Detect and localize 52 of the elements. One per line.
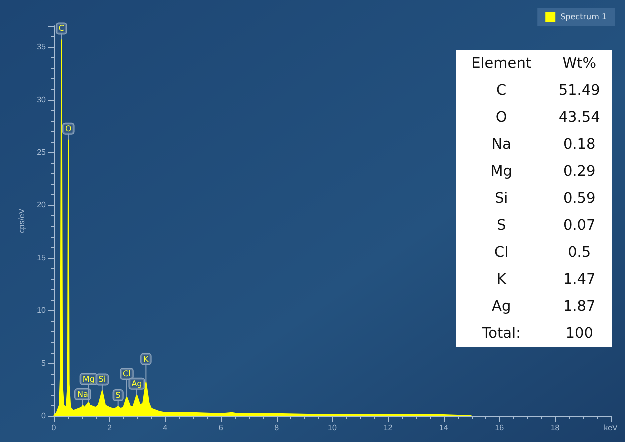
annotation: 0.5 bbox=[567, 244, 592, 262]
x-tick-label: keV bbox=[604, 424, 619, 432]
annotation: C bbox=[496, 82, 508, 100]
annotation: Mg bbox=[82, 374, 95, 384]
annotation: C bbox=[58, 24, 65, 34]
x-tick-label: 8 bbox=[274, 424, 280, 432]
annotation: Mg bbox=[490, 162, 514, 182]
y-tick-label: 15 bbox=[37, 253, 47, 262]
annotation: Na bbox=[78, 390, 89, 399]
annotation: O bbox=[494, 108, 508, 128]
annotation: 51.49 bbox=[558, 82, 602, 100]
annotation: O bbox=[65, 124, 72, 134]
x-tick-label: 10 bbox=[328, 424, 338, 432]
annotation: Cl bbox=[494, 244, 510, 262]
annotation: 100 bbox=[564, 324, 594, 344]
annotation: Element bbox=[470, 54, 533, 74]
x-tick-label: 0 bbox=[52, 424, 57, 432]
annotation: Si bbox=[98, 375, 106, 384]
annotation: Total: bbox=[481, 324, 522, 344]
y-tick-label: 25 bbox=[37, 148, 47, 157]
annotation: 0.18 bbox=[562, 136, 597, 154]
x-tick-label: 12 bbox=[384, 424, 394, 432]
annotation: 1.47 bbox=[562, 270, 597, 290]
annotation: K bbox=[496, 270, 508, 290]
annotation: Ag bbox=[491, 298, 512, 316]
y-tick-label: 35 bbox=[37, 42, 47, 52]
annotation: 0.29 bbox=[562, 162, 597, 182]
legend-label: Spectrum 1 bbox=[560, 12, 608, 22]
annotation: Si bbox=[494, 190, 510, 208]
annotation: 43.54 bbox=[558, 108, 602, 128]
x-tick-label: 18 bbox=[550, 424, 560, 432]
x-tick-label: 2 bbox=[107, 424, 112, 432]
annotation: K bbox=[144, 354, 150, 364]
annotation: Wt% bbox=[562, 54, 598, 74]
x-tick-label: 14 bbox=[439, 424, 449, 432]
annotation: S bbox=[116, 391, 121, 400]
x-tick-label: 16 bbox=[495, 424, 505, 432]
y-axis-title: cps/eV bbox=[18, 208, 26, 234]
annotation: Ag bbox=[132, 379, 142, 388]
annotation: 1.87 bbox=[562, 298, 597, 316]
y-tick-label: 20 bbox=[37, 200, 47, 210]
y-tick-label: 10 bbox=[37, 306, 47, 316]
annotation: Na bbox=[490, 136, 512, 154]
y-tick-label: 5 bbox=[42, 358, 47, 368]
y-tick-label: 30 bbox=[37, 95, 47, 104]
annotation: S bbox=[496, 216, 508, 236]
x-tick-label: 6 bbox=[218, 424, 224, 432]
annotation: Cl bbox=[123, 370, 131, 379]
annotation: 0.59 bbox=[562, 190, 597, 208]
x-tick-label: 4 bbox=[163, 424, 168, 432]
annotation: 0.07 bbox=[562, 216, 597, 236]
y-tick-label: 0 bbox=[42, 412, 47, 420]
